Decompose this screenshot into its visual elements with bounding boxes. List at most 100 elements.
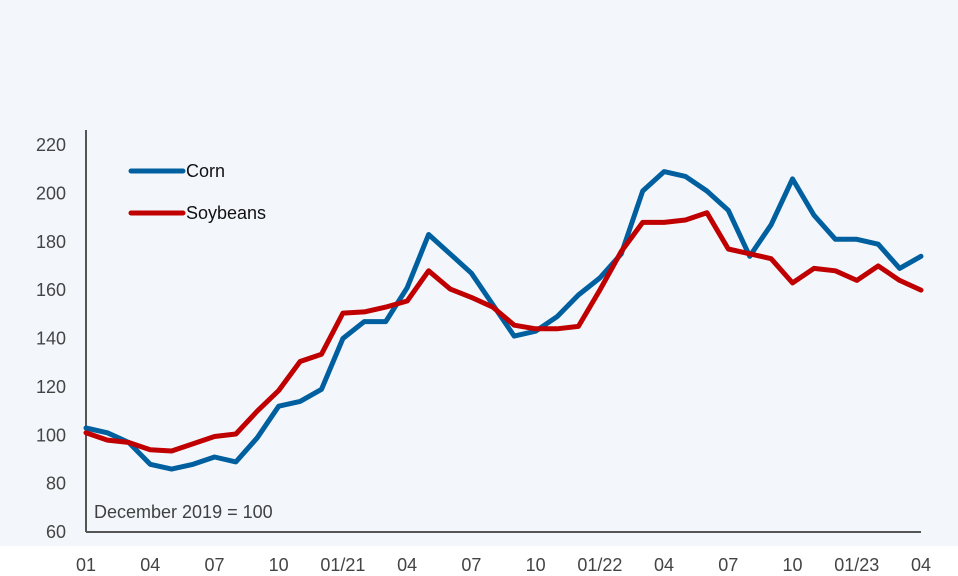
- corn-data-point: [276, 404, 281, 409]
- chart-background: [0, 0, 958, 546]
- corn-data-point: [597, 276, 602, 281]
- x-tick-label: 01/21: [320, 555, 365, 575]
- soybeans-data-point: [704, 210, 709, 215]
- corn-data-point: [84, 425, 89, 430]
- soybeans-data-point: [84, 430, 89, 435]
- corn-data-point: [576, 292, 581, 297]
- x-tick-label: 01/22: [577, 555, 622, 575]
- corn-data-point: [233, 459, 238, 464]
- y-tick-label: 200: [36, 183, 66, 203]
- soybeans-data-points: [84, 210, 924, 453]
- soybeans-data-point: [233, 432, 238, 437]
- x-tick-label: 04: [654, 555, 674, 575]
- corn-data-point: [383, 319, 388, 324]
- corn-data-point: [191, 462, 196, 467]
- soybeans-data-point: [319, 352, 324, 357]
- y-tick-label: 120: [36, 377, 66, 397]
- y-tick-label: 160: [36, 280, 66, 300]
- y-tick-label: 100: [36, 425, 66, 445]
- legend-label-soybeans: Soybeans: [186, 203, 266, 223]
- soybeans-data-point: [212, 434, 217, 439]
- corn-data-point: [811, 213, 816, 218]
- soybeans-data-point: [619, 249, 624, 254]
- corn-data-point: [919, 254, 924, 259]
- corn-data-point: [319, 387, 324, 392]
- corn-data-point: [790, 176, 795, 181]
- soybeans-data-point: [597, 288, 602, 293]
- corn-data-point: [833, 237, 838, 242]
- y-axis-tick-labels: 60 80 100 120 140 160 180 200 220: [36, 135, 66, 542]
- soybeans-data-point: [854, 278, 859, 283]
- soybeans-data-point: [490, 305, 495, 310]
- soybeans-series-line: [83, 210, 924, 454]
- corn-data-point: [555, 314, 560, 319]
- soybeans-data-point: [576, 324, 581, 329]
- x-tick-label: 01/23: [834, 555, 879, 575]
- soybeans-data-point: [640, 220, 645, 225]
- soybeans-data-point: [362, 309, 367, 314]
- corn-data-point: [897, 266, 902, 271]
- y-tick-label: 140: [36, 329, 66, 349]
- corn-data-point: [769, 222, 774, 227]
- legend: Corn Soybeans: [128, 161, 266, 223]
- soybeans-data-point: [126, 440, 131, 445]
- soybeans-data-point: [447, 286, 452, 291]
- series-lines: [83, 169, 924, 472]
- soybeans-data-point: [255, 409, 260, 414]
- x-tick-label: 07: [204, 555, 224, 575]
- soybeans-data-point: [276, 388, 281, 393]
- soybeans-data-point: [919, 288, 924, 293]
- soybeans-data-point: [469, 295, 474, 300]
- soybeans-data-point: [105, 438, 110, 443]
- x-tick-label: 04: [911, 555, 931, 575]
- soybeans-data-point: [790, 280, 795, 285]
- soybeans-data-point: [298, 359, 303, 364]
- corn-data-point: [148, 462, 153, 467]
- corn-series-line: [83, 169, 924, 472]
- corn-data-point: [683, 174, 688, 179]
- corn-data-point: [704, 188, 709, 193]
- soybeans-data-point: [512, 323, 517, 328]
- soybeans-data-point: [769, 256, 774, 261]
- x-tick-label: 04: [140, 555, 160, 575]
- soybeans-data-point: [747, 251, 752, 256]
- soybeans-data-point: [191, 441, 196, 446]
- corn-data-point: [105, 430, 110, 435]
- y-tick-label: 220: [36, 135, 66, 155]
- x-tick-label: 01: [76, 555, 96, 575]
- soybeans-data-point: [833, 268, 838, 273]
- corn-data-point: [169, 467, 174, 472]
- x-axis-tick-labels: 01 04 07 10 01/21 04 07 10 01/22 04 07 10 01/23 04: [76, 555, 931, 575]
- soybeans-data-point: [662, 220, 667, 225]
- soybeans-data-point: [533, 326, 538, 331]
- x-tick-label: 10: [269, 555, 289, 575]
- corn-data-point: [876, 242, 881, 247]
- soybeans-data-point: [405, 299, 410, 304]
- soybeans-data-point: [383, 305, 388, 310]
- soybeans-data-point: [726, 247, 731, 252]
- corn-data-point: [662, 169, 667, 174]
- soybeans-data-point: [683, 217, 688, 222]
- soybeans-data-point: [426, 268, 431, 273]
- corn-data-point: [469, 271, 474, 276]
- corn-data-point: [362, 319, 367, 324]
- x-tick-label: 04: [397, 555, 417, 575]
- corn-data-point: [255, 435, 260, 440]
- y-tick-label: 80: [46, 474, 66, 494]
- y-tick-label: 60: [46, 522, 66, 542]
- corn-data-point: [405, 285, 410, 290]
- soybeans-data-point: [811, 266, 816, 271]
- corn-data-point: [726, 208, 731, 213]
- y-tick-label: 180: [36, 232, 66, 252]
- soybeans-data-point: [340, 311, 345, 316]
- soybeans-data-point: [555, 326, 560, 331]
- corn-data-point: [854, 237, 859, 242]
- corn-data-point: [212, 455, 217, 460]
- soybeans-data-point: [169, 448, 174, 453]
- corn-data-point: [340, 336, 345, 341]
- axes: [85, 130, 921, 533]
- legend-label-corn: Corn: [186, 161, 225, 181]
- corn-data-point: [426, 232, 431, 237]
- base-period-note: December 2019 = 100: [94, 502, 273, 522]
- corn-data-point: [298, 399, 303, 404]
